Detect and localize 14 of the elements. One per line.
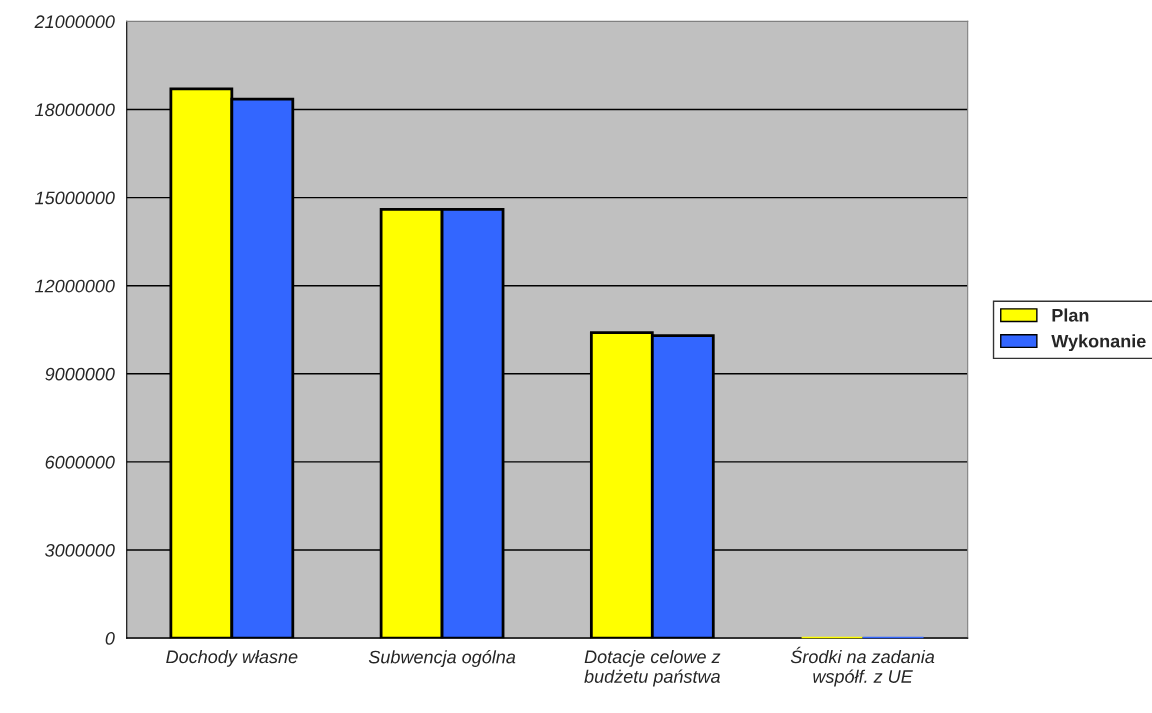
x-tick-label: Dochody własne <box>166 649 298 667</box>
x-tick-label: Dotacje celowe z budżetu państwa <box>584 649 721 687</box>
y-tick-label: 21000000 <box>34 15 115 29</box>
y-tick-label: 9000000 <box>45 367 115 381</box>
y-tick-label: 18000000 <box>35 103 115 117</box>
y-tick-label: 6000000 <box>45 455 115 469</box>
x-tick-label: Środki na zadania współf. z UE <box>790 646 935 687</box>
y-tick-label: 3000000 <box>45 543 115 557</box>
y-tick-label: 0 <box>105 632 115 645</box>
legend-label: Wykonanie <box>1051 334 1146 352</box>
y-tick-label: 12000000 <box>35 279 115 293</box>
legend-label: Plan <box>1052 308 1089 322</box>
y-tick-label: 15000000 <box>35 191 115 205</box>
x-tick-label: Subwencja ogólna <box>368 649 516 667</box>
